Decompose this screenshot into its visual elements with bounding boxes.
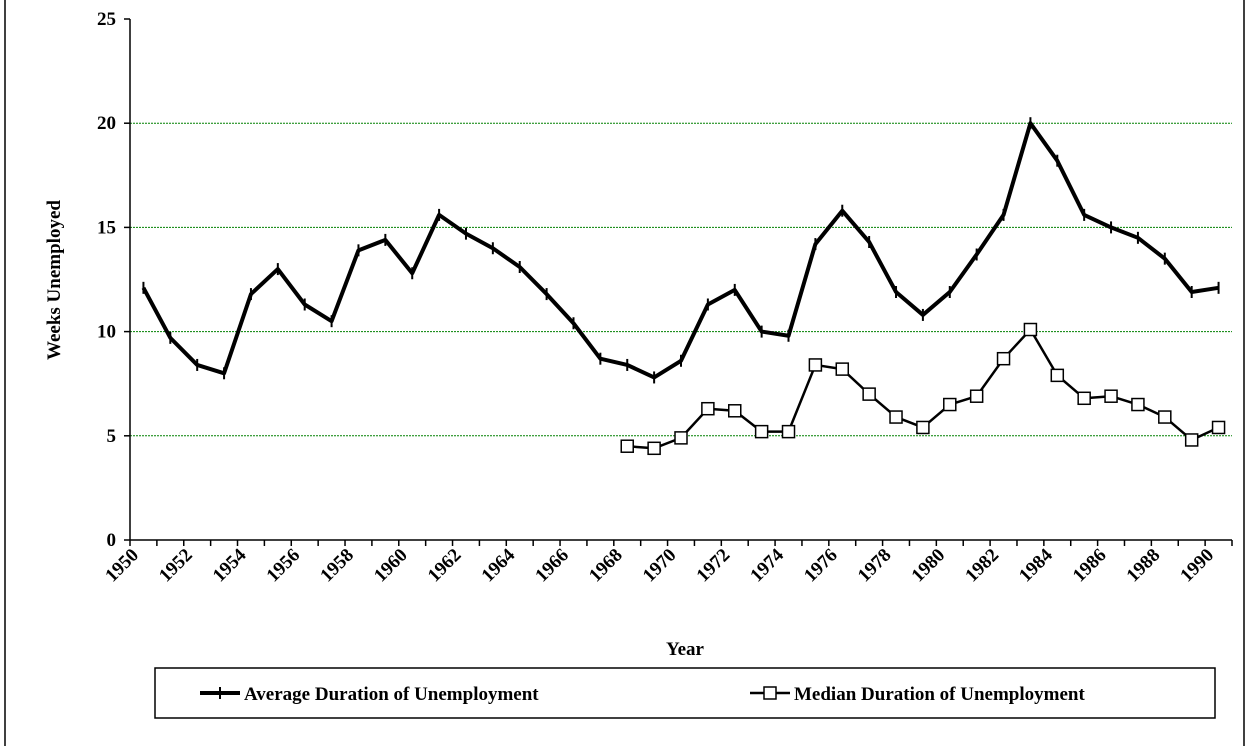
point-marker [862,387,876,401]
x-tick-label: 1984 [1015,544,1057,586]
legend-label: Average Duration of Unemployment [244,684,539,705]
y-tick-label: 0 [107,530,117,551]
point-marker [620,439,634,453]
x-tick-label: 1982 [961,545,1003,587]
x-tick-label: 1952 [155,545,197,587]
x-tick-label: 1960 [370,545,412,587]
y-tick-label: 5 [107,426,117,447]
point-marker [647,441,661,456]
y-tick-label: 10 [97,322,116,343]
point-marker [1158,410,1172,424]
point-marker [1104,389,1118,403]
point-marker [808,358,823,372]
x-tick-label: 1990 [1176,545,1218,587]
point-marker [943,397,957,412]
point-marker [835,362,850,376]
x-tick-label: 1968 [585,545,627,587]
point-marker [1023,322,1038,337]
x-tick-label: 1988 [1123,545,1165,587]
x-tick-label: 1956 [263,545,305,587]
x-tick-label: 1954 [209,544,251,586]
y-tick-label: 20 [97,113,116,134]
y-axis-label: Weeks Unemployed [44,200,65,360]
x-tick-label: 1980 [908,545,950,587]
x-tick-label: 1976 [800,545,842,587]
point-marker [1184,433,1199,447]
point-marker [969,389,984,403]
legend-label: Median Duration of Unemployment [794,684,1085,705]
point-marker [1211,420,1226,435]
point-marker [996,351,1011,366]
x-tick-label: 1962 [424,545,466,587]
point-marker [728,404,742,418]
x-tick-label: 1972 [693,545,735,587]
x-tick-label: 1964 [478,544,520,586]
x-tick-label: 1986 [1069,545,1111,587]
point-marker [916,420,930,435]
point-marker [701,401,715,416]
point-marker [1077,391,1091,406]
chart-frame [4,0,1245,746]
point-marker [1050,368,1065,383]
y-tick-label: 25 [97,9,116,30]
x-tick-label: 1974 [746,544,788,586]
point-marker [754,424,769,439]
y-tick-label: 15 [97,217,116,238]
x-tick-label: 1978 [854,545,896,587]
point-marker [674,431,688,445]
point-marker [1131,397,1145,412]
point-marker [781,424,796,439]
legend-marker [763,686,777,700]
x-axis-label: Year [666,639,705,660]
x-tick-label: 1970 [639,545,681,587]
legend-box [154,667,1216,719]
x-tick-label: 1958 [316,545,358,587]
x-tick-label: 1966 [531,545,573,587]
point-marker [889,410,903,424]
